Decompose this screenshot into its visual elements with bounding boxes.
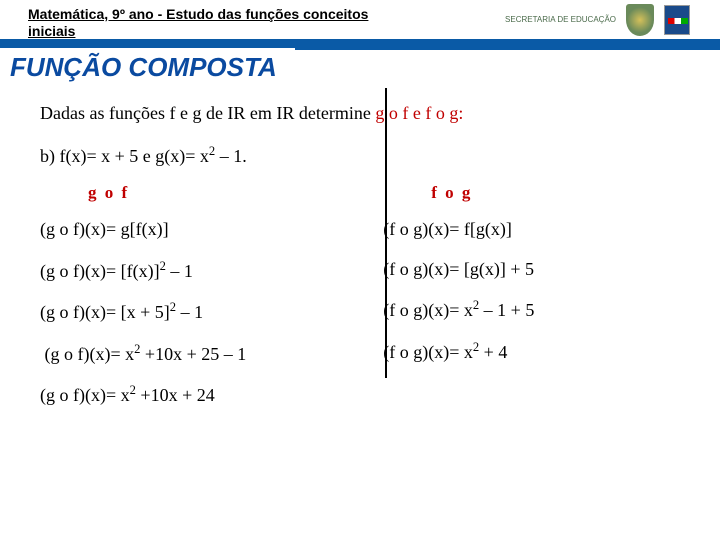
intro-text: Dadas as funções f e g de IR em IR deter… <box>40 103 684 124</box>
state-shield-icon <box>626 4 654 36</box>
right-heading: f o g <box>383 183 684 203</box>
slide-title: FUNÇÃO COMPOSTA <box>0 48 295 87</box>
two-columns: g o f (g o f)(x)= g[f(x)] (g o f)(x)= [f… <box>40 183 684 425</box>
fog-step3: (f o g)(x)= x2 – 1 + 5 <box>383 298 684 322</box>
fog-step2: (f o g)(x)= [g(x)] + 5 <box>383 259 684 281</box>
gof-step5: (g o f)(x)= x2 +10x + 24 <box>40 383 361 407</box>
gof-step3: (g o f)(x)= [x + 5]2 – 1 <box>40 300 361 324</box>
fog-step1: (f o g)(x)= f[g(x)] <box>383 219 684 241</box>
logo-area: SECRETARIA DE EDUCAÇÃO <box>505 4 690 36</box>
ministry-text: SECRETARIA DE EDUCAÇÃO <box>505 16 616 25</box>
slide-header: Matemática, 9º ano - Estudo das funções … <box>0 0 720 50</box>
content-area: Dadas as funções f e g de IR em IR deter… <box>0 89 720 425</box>
gof-step4: (g o f)(x)= x2 +10x + 25 – 1 <box>40 342 361 366</box>
gof-step2: (g o f)(x)= [f(x)]2 – 1 <box>40 259 361 283</box>
question-b: b) f(x)= x + 5 e g(x)= x2 – 1. <box>40 144 684 167</box>
right-column: f o g (f o g)(x)= f[g(x)] (f o g)(x)= [g… <box>361 183 684 425</box>
course-line: Matemática, 9º ano - Estudo das funções … <box>28 6 378 40</box>
gof-step1: (g o f)(x)= g[f(x)] <box>40 219 361 241</box>
title-bar: FUNÇÃO COMPOSTA <box>0 50 720 89</box>
state-flag-icon <box>664 5 690 35</box>
fog-step4: (f o g)(x)= x2 + 4 <box>383 340 684 364</box>
left-column: g o f (g o f)(x)= g[f(x)] (g o f)(x)= [f… <box>40 183 361 425</box>
left-heading: g o f <box>40 183 361 203</box>
